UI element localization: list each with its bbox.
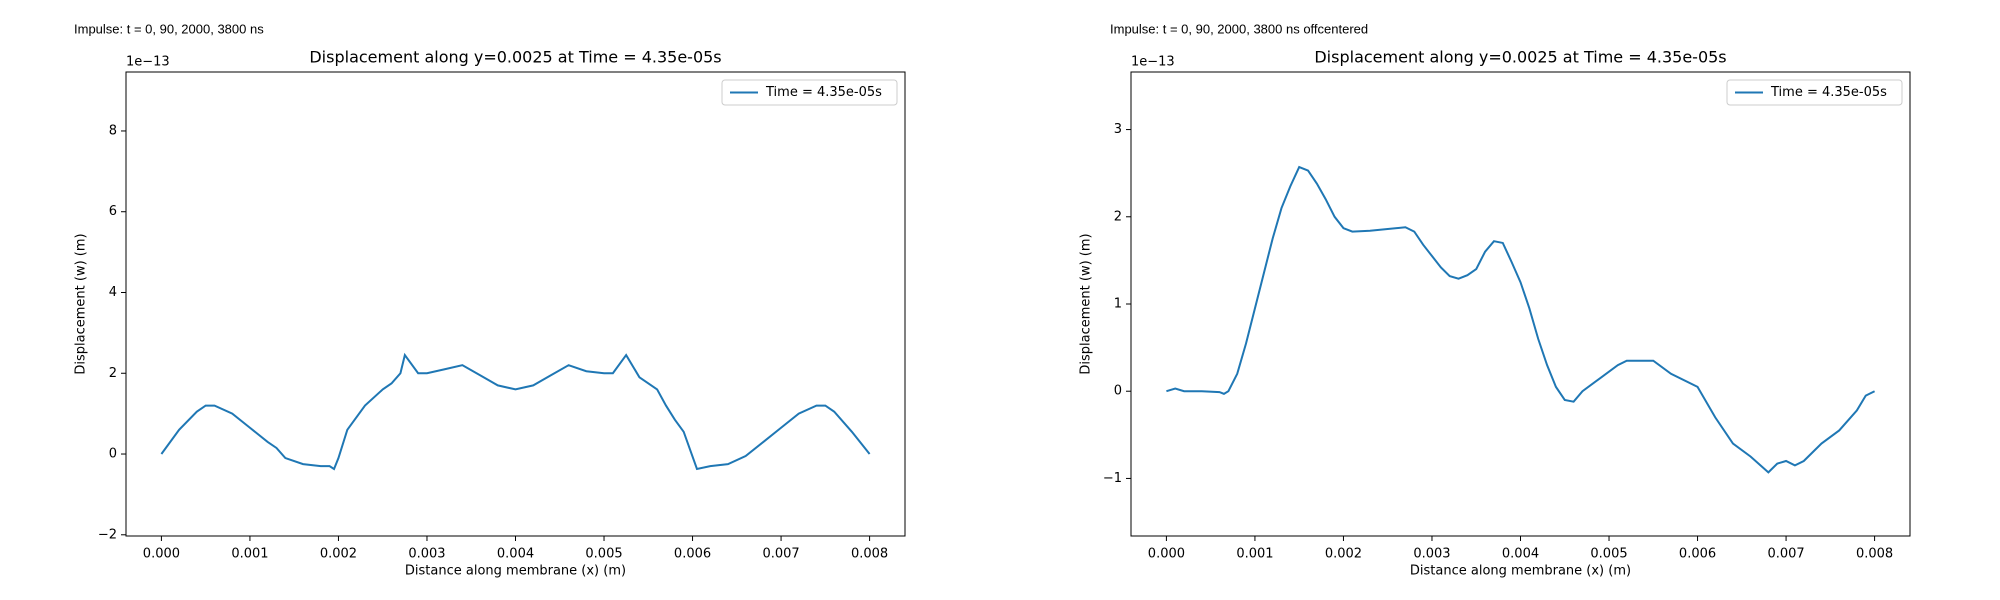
- y-tick-label: −2: [98, 527, 117, 542]
- y-tick-label: 0: [109, 447, 117, 462]
- legend: Time = 4.35e-05s: [721, 79, 898, 106]
- chart-title: Displacement along y=0.0025 at Time = 4.…: [309, 48, 721, 67]
- y-tick-label: 1: [1114, 297, 1122, 312]
- x-tick-label: 0.008: [1856, 547, 1893, 562]
- x-tick-label: 0.005: [585, 547, 622, 562]
- legend-label: Time = 4.35e-05s: [1770, 85, 1887, 100]
- legend-box: [1726, 79, 1903, 106]
- x-tick-label: 0.000: [1148, 547, 1185, 562]
- x-tick-label: 0.000: [143, 547, 180, 562]
- y-tick-label: 3: [1114, 122, 1122, 137]
- y-axis-label: Displacement (w) (m): [74, 233, 89, 374]
- x-tick-label: 0.008: [851, 547, 888, 562]
- chart-panel: Impulse: t = 0, 90, 2000, 3800 ns offcen…: [1079, 21, 1911, 579]
- legend-label: Time = 4.35e-05s: [765, 85, 882, 100]
- y-axis-label: Displacement (w) (m): [1079, 233, 1094, 374]
- x-tick-label: 0.001: [1236, 547, 1273, 562]
- annotation: Impulse: t = 0, 90, 2000, 3800 ns offcen…: [1110, 21, 1368, 36]
- x-tick-label: 0.004: [497, 547, 534, 562]
- x-tick-label: 0.002: [1325, 547, 1362, 562]
- x-tick-label: 0.003: [1413, 547, 1450, 562]
- y-tick-label: 2: [109, 366, 117, 381]
- y-offset-label: 1e−13: [1131, 55, 1175, 70]
- x-tick-label: 0.006: [1679, 547, 1716, 562]
- y-tick-label: 8: [109, 123, 117, 138]
- y-tick-label: 2: [1114, 209, 1122, 224]
- data-line: [1166, 165, 1876, 474]
- annotation: Impulse: t = 0, 90, 2000, 3800 ns: [74, 21, 264, 36]
- axes-frame: [125, 71, 906, 537]
- y-tick-label: 6: [109, 204, 117, 219]
- x-tick-label: 0.007: [762, 547, 799, 562]
- x-axis-label: Distance along membrane (x) (m): [1410, 564, 1631, 579]
- x-tick-label: 0.004: [1502, 547, 1539, 562]
- x-tick-label: 0.007: [1767, 547, 1804, 562]
- x-tick-label: 0.003: [408, 547, 445, 562]
- axes-frame: [1130, 71, 1911, 537]
- x-tick-label: 0.005: [1590, 547, 1627, 562]
- y-tick-label: 0: [1114, 384, 1122, 399]
- y-tick-label: −1: [1103, 471, 1122, 486]
- legend: Time = 4.35e-05s: [1726, 79, 1903, 106]
- y-offset-label: 1e−13: [126, 55, 170, 70]
- x-tick-label: 0.001: [231, 547, 268, 562]
- x-tick-label: 0.002: [320, 547, 357, 562]
- x-tick-label: 0.006: [674, 547, 711, 562]
- chart-panel: Impulse: t = 0, 90, 2000, 3800 ns Displac…: [74, 21, 906, 579]
- data-line: [160, 352, 871, 471]
- chart-title: Displacement along y=0.0025 at Time = 4.…: [1314, 48, 1726, 67]
- y-tick-label: 4: [109, 285, 117, 300]
- x-axis-label: Distance along membrane (x) (m): [405, 564, 626, 579]
- legend-box: [721, 79, 898, 106]
